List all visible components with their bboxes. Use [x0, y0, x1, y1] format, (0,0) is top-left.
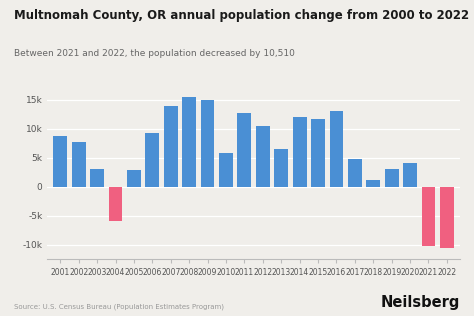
Bar [329, 111, 343, 187]
Bar [54, 136, 67, 187]
Bar [311, 119, 325, 187]
Bar [274, 149, 288, 187]
Bar [293, 117, 307, 187]
Bar [237, 113, 251, 187]
Bar [146, 133, 159, 187]
Text: Between 2021 and 2022, the population decreased by 10,510: Between 2021 and 2022, the population de… [14, 49, 295, 58]
Bar [164, 106, 178, 187]
Bar [256, 126, 270, 187]
Bar [219, 153, 233, 187]
Bar [440, 187, 454, 248]
Bar [366, 180, 380, 187]
Bar [90, 169, 104, 187]
Bar [127, 171, 141, 187]
Text: Neilsberg: Neilsberg [381, 295, 460, 310]
Bar [201, 100, 214, 187]
Bar [385, 169, 399, 187]
Bar [109, 187, 122, 222]
Bar [403, 163, 417, 187]
Bar [182, 97, 196, 187]
Text: Multnomah County, OR annual population change from 2000 to 2022: Multnomah County, OR annual population c… [14, 9, 469, 22]
Bar [348, 160, 362, 187]
Bar [72, 142, 86, 187]
Bar [421, 187, 436, 246]
Text: Source: U.S. Census Bureau (Population Estimates Program): Source: U.S. Census Bureau (Population E… [14, 303, 224, 310]
